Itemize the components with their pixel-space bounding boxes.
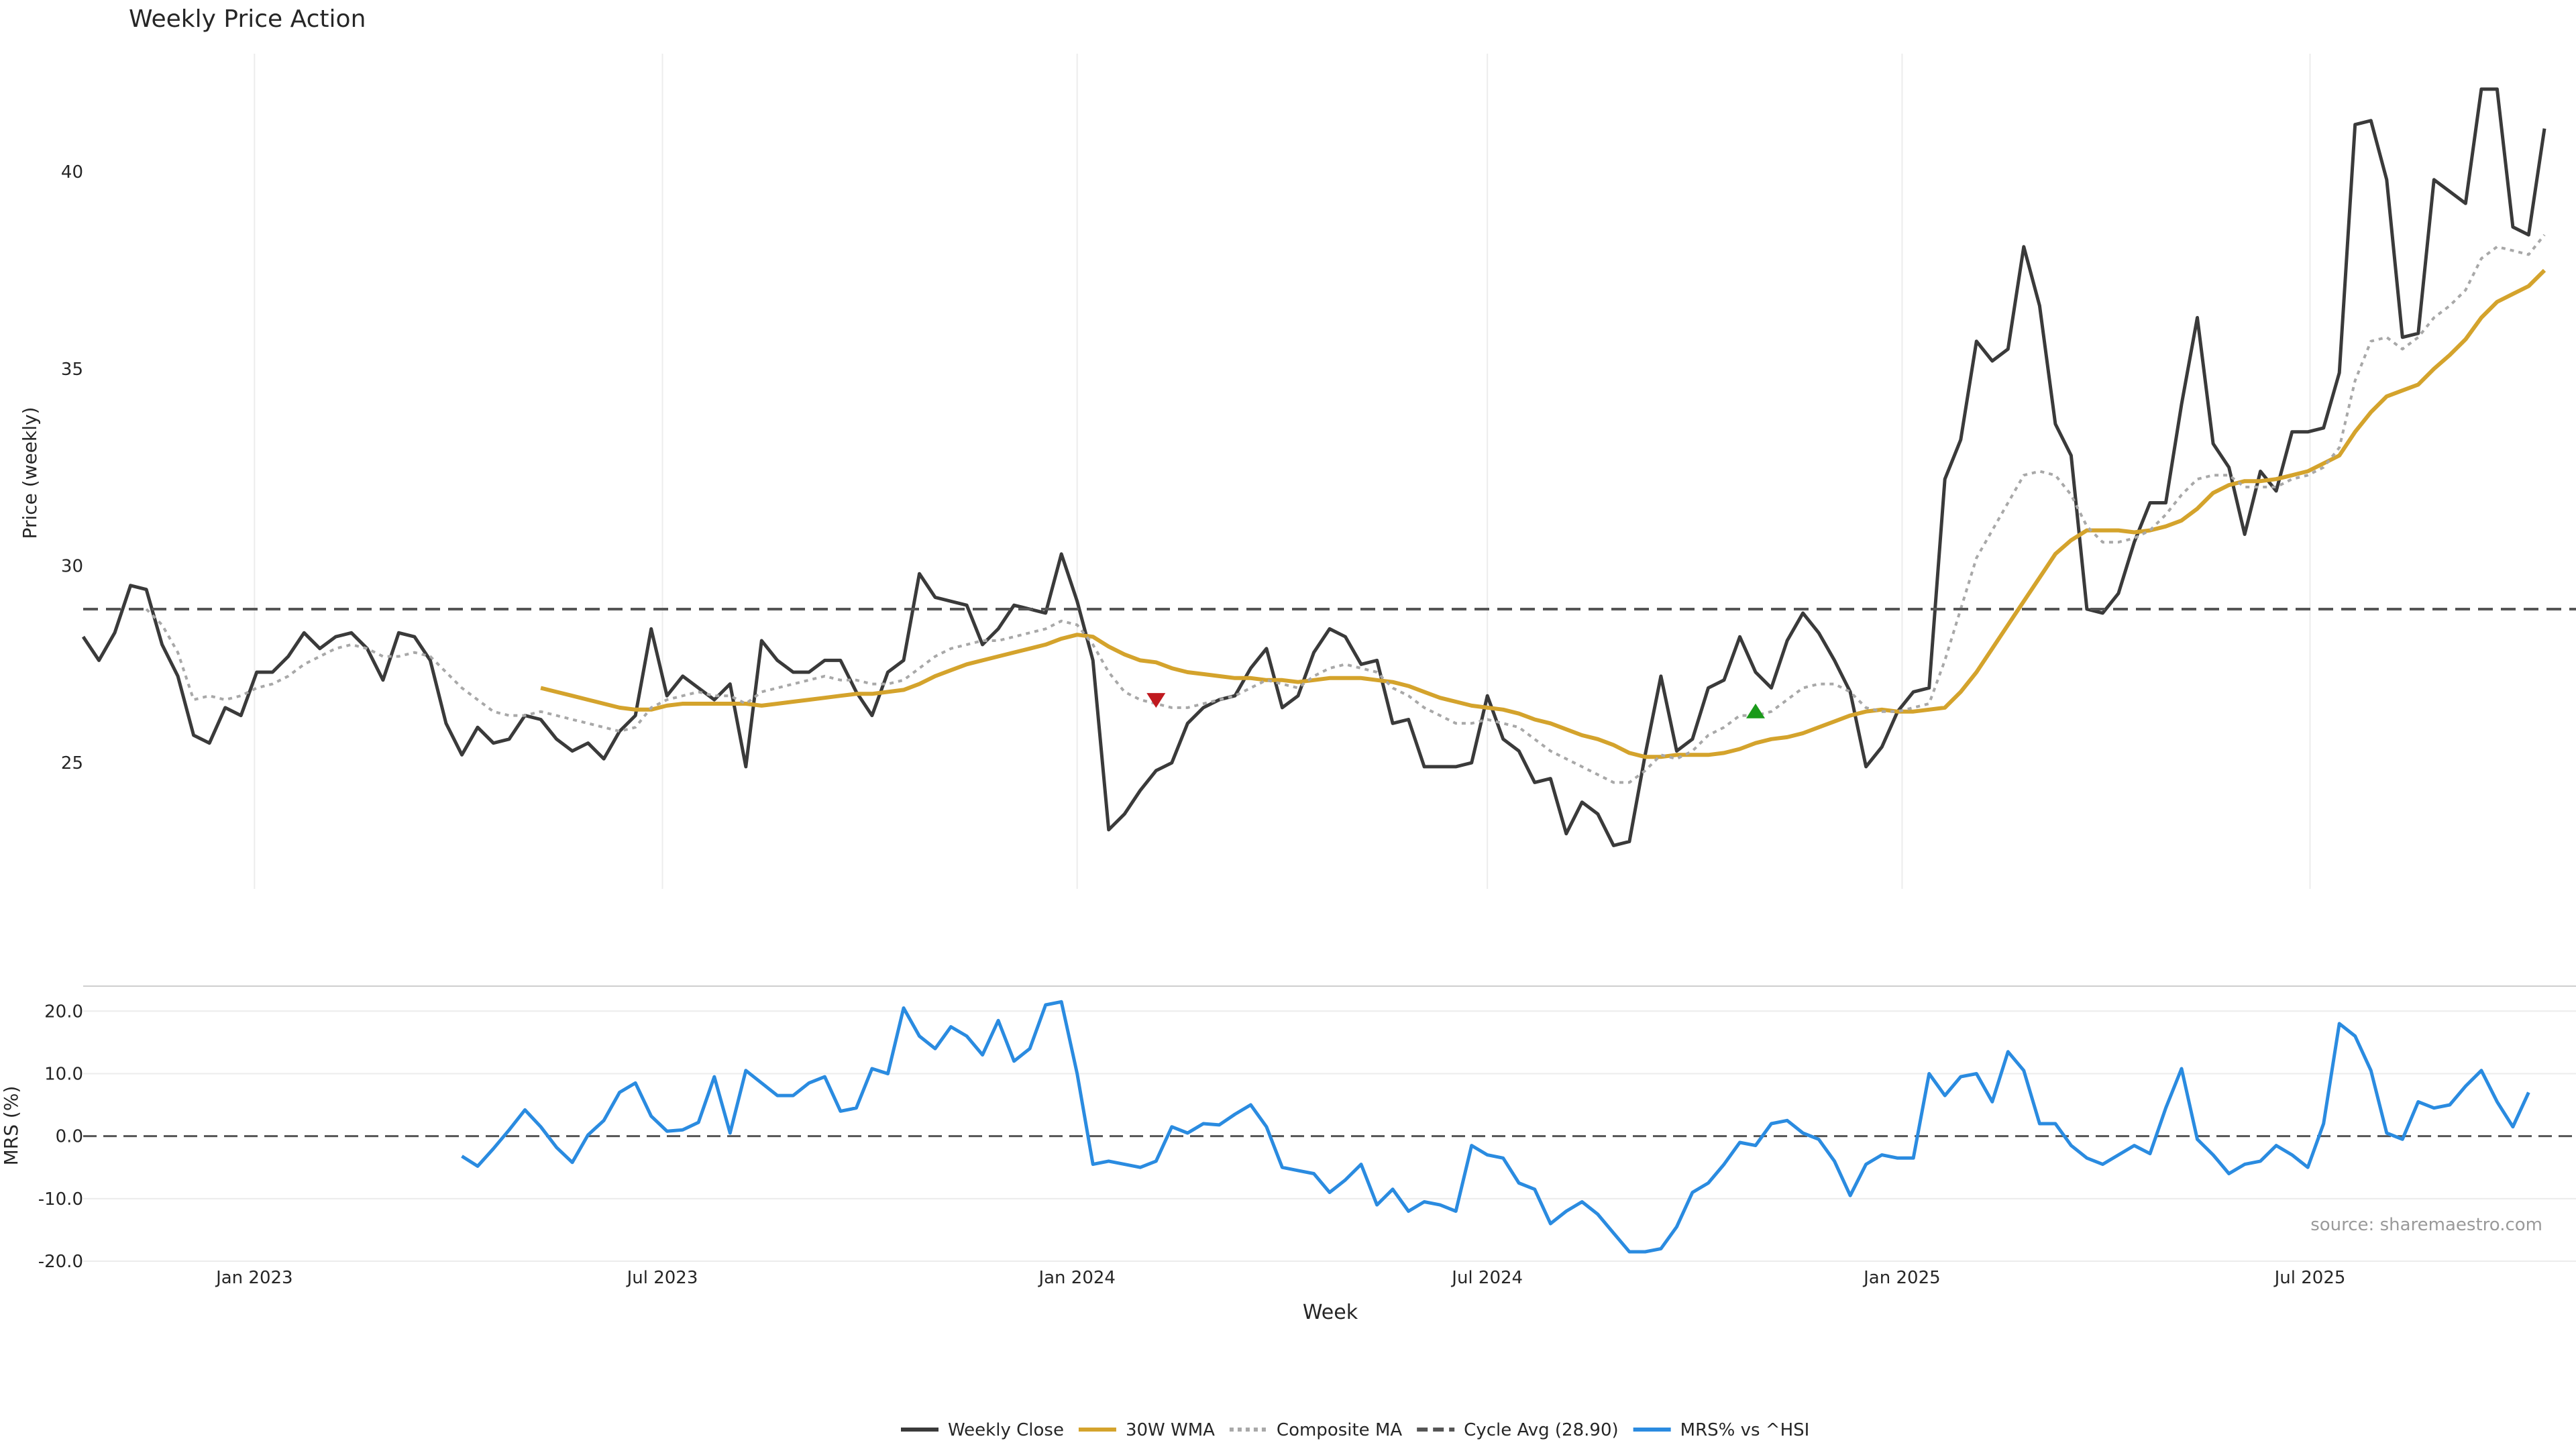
mrs-gridlines (83, 1010, 2576, 1262)
legend-label: MRS% vs ^HSI (1680, 1420, 1810, 1440)
mrs-y-tick-label: -10.0 (38, 1189, 83, 1210)
price-series-group (81, 87, 2576, 847)
mrs-panel: 20.0 10.0 0.0 -10.0 -20.0 MRS (%) Jan 2023 Ju… (0, 985, 2576, 1324)
price-y-tick-label: 35 (61, 360, 83, 380)
legend-label: Cycle Avg (28.90) (1464, 1420, 1618, 1440)
source-note: source: sharemaestro.com (2310, 1215, 2542, 1235)
x-tick-label: Jul 2023 (626, 1268, 698, 1288)
price-panel: 25 30 35 40 Price (weekly) (19, 54, 2576, 889)
price-gridlines (254, 54, 2311, 889)
mrs-series-group (461, 1000, 2530, 1254)
x-tick-label: Jul 2024 (1450, 1268, 1523, 1288)
x-axis-ticks: Jan 2023 Jul 2023 Jan 2024 Jul 2024 Jan 2025… (215, 1268, 2345, 1288)
price-y-ticks: 25 30 35 40 (61, 162, 83, 773)
price-y-axis-label: Price (weekly) (19, 407, 41, 539)
legend-label: 30W WMA (1126, 1420, 1215, 1440)
mrs-y-axis-label: MRS (%) (0, 1086, 22, 1166)
mrs-y-tick-label: 0.0 (56, 1127, 83, 1147)
legend-label: Weekly Close (948, 1420, 1064, 1440)
x-axis-label: Week (1303, 1301, 1358, 1324)
price-y-tick-label: 25 (61, 753, 83, 773)
price-y-tick-label: 40 (61, 162, 83, 182)
x-tick-label: Jan 2023 (215, 1268, 293, 1288)
composite-ma-line (145, 233, 2546, 784)
mrs-y-tick-label: -20.0 (38, 1252, 83, 1272)
mrs-y-ticks: 20.0 10.0 0.0 -10.0 -20.0 (38, 1002, 83, 1272)
legend-label: Composite MA (1277, 1420, 1402, 1440)
chart-legend: Weekly Close 30W WMA Composite MA Cycle Avg… (901, 1420, 1809, 1440)
signal-markers (1146, 693, 1766, 718)
mrs-line (461, 1000, 2530, 1254)
mrs-y-tick-label: 10.0 (44, 1064, 83, 1084)
price-y-tick-label: 30 (61, 556, 83, 576)
x-tick-label: Jul 2025 (2273, 1268, 2346, 1288)
x-tick-label: Jan 2024 (1037, 1268, 1116, 1288)
x-tick-label: Jan 2025 (1862, 1268, 1941, 1288)
buy-signal-marker (1746, 703, 1766, 718)
chart-title: Weekly Price Action (129, 5, 366, 33)
weekly-close-line (81, 87, 2546, 847)
wma30-line (540, 268, 2546, 759)
sell-signal-marker (1146, 693, 1166, 708)
mrs-y-tick-label: 20.0 (44, 1002, 83, 1022)
